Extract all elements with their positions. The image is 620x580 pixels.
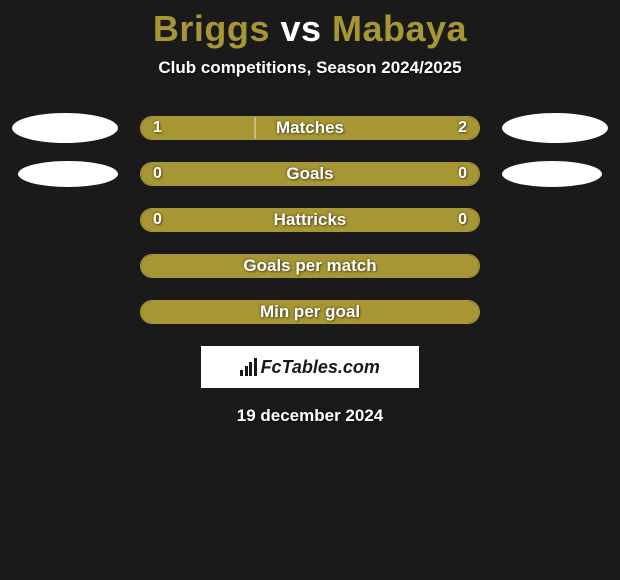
stat-row: 0 0 Goals: [0, 162, 620, 186]
logo: FcTables.com: [240, 357, 380, 378]
logo-box: FcTables.com: [201, 346, 419, 388]
player2-ellipse-icon: [502, 161, 602, 187]
comparison-title: Briggs vs Mabaya: [0, 0, 620, 50]
stat-row: 0 0 Hattricks: [0, 208, 620, 232]
player1-ellipse-icon: [12, 113, 118, 143]
player2-ellipse-icon: [502, 113, 608, 143]
stat-value-right: 2: [458, 119, 467, 137]
player1-ellipse-icon: [18, 161, 118, 187]
title-part: Mabaya: [332, 8, 467, 49]
stat-row: 1 2 Matches: [0, 116, 620, 140]
stat-bar: 1 2 Matches: [140, 116, 480, 140]
stat-label: Hattricks: [274, 210, 347, 230]
subtitle: Club competitions, Season 2024/2025: [0, 58, 620, 78]
stat-row: Goals per match: [0, 254, 620, 278]
stat-bar: 0 0 Goals: [140, 162, 480, 186]
stat-label: Goals per match: [243, 256, 376, 276]
stat-label: Goals: [286, 164, 333, 184]
stat-value-left: 1: [153, 119, 162, 137]
stats-area: 1 2 Matches 0 0 Goals 0 0 Hattricks Goals per mat…: [0, 116, 620, 324]
bar-divider: [254, 117, 256, 139]
logo-bars-icon: [240, 358, 257, 376]
stat-label: Min per goal: [260, 302, 360, 322]
stat-value-right: 0: [458, 165, 467, 183]
title-part: Briggs: [153, 8, 270, 49]
stat-value-left: 0: [153, 165, 162, 183]
stat-value-right: 0: [458, 211, 467, 229]
stat-bar: 0 0 Hattricks: [140, 208, 480, 232]
stat-bar: Min per goal: [140, 300, 480, 324]
stat-value-left: 0: [153, 211, 162, 229]
title-part: vs: [270, 8, 332, 49]
stat-label: Matches: [276, 118, 344, 138]
stat-row: Min per goal: [0, 300, 620, 324]
logo-text: FcTables.com: [261, 357, 380, 378]
stat-bar: Goals per match: [140, 254, 480, 278]
date-line: 19 december 2024: [0, 406, 620, 426]
